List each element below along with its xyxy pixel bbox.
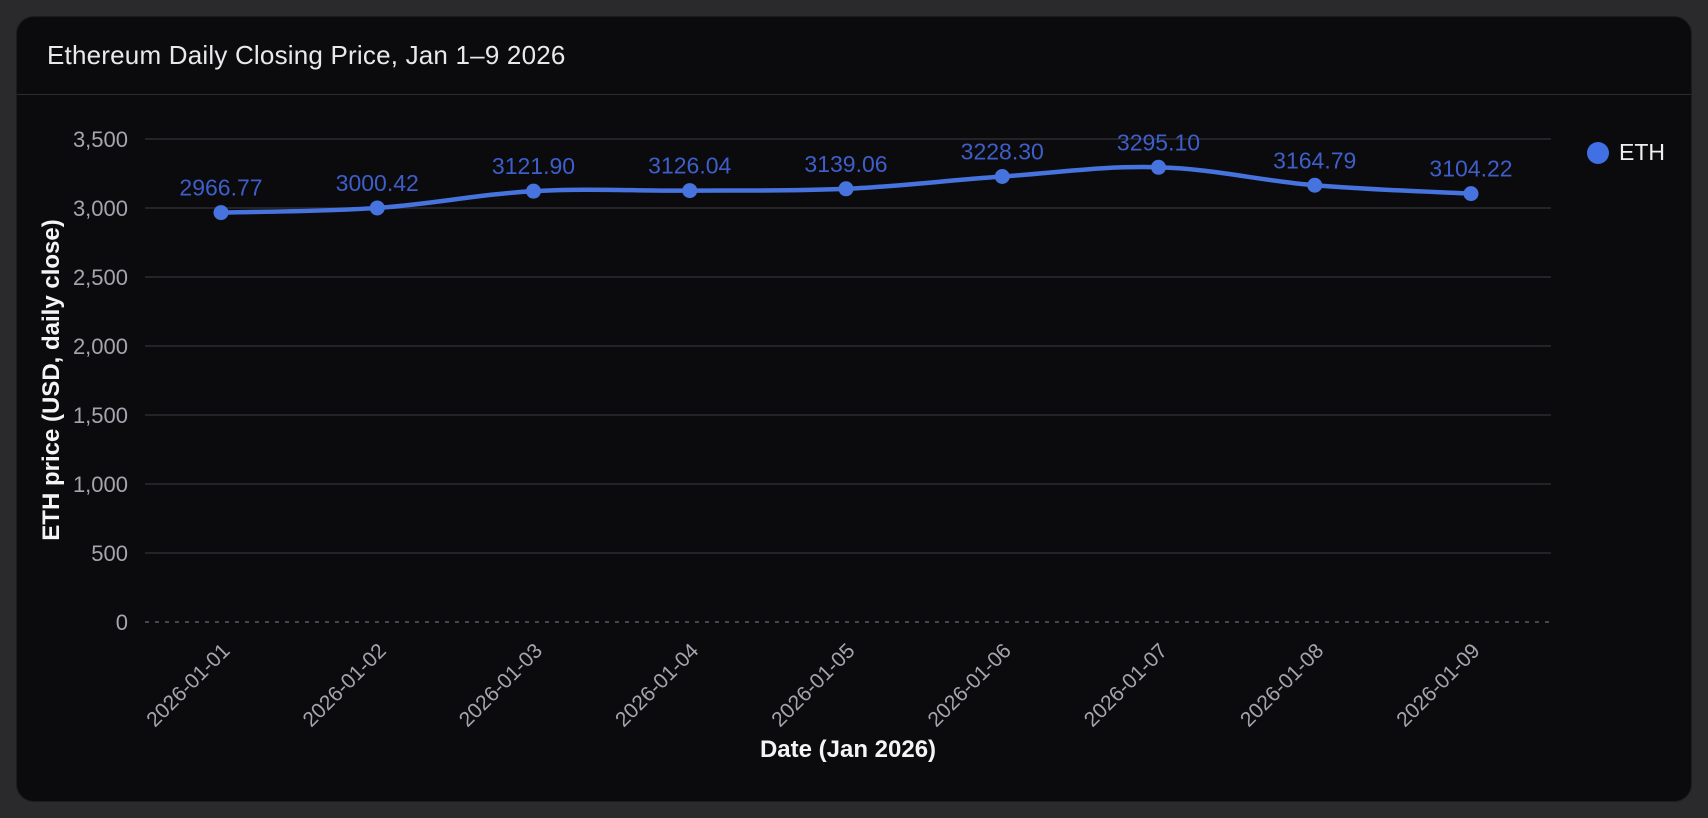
data-point[interactable] <box>838 181 854 197</box>
x-tick-label: 2026-01-02 <box>299 639 391 731</box>
x-tick-label: 2026-01-05 <box>767 639 859 731</box>
data-label: 3164.79 <box>1273 147 1356 173</box>
data-point[interactable] <box>526 183 541 199</box>
y-tick-label: 2,000 <box>73 334 128 359</box>
y-tick-label: 3,500 <box>73 127 128 152</box>
x-tick-label: 2026-01-04 <box>611 639 703 731</box>
x-tick-label: 2026-01-01 <box>142 639 234 731</box>
data-point[interactable] <box>1307 177 1323 193</box>
card-header: Ethereum Daily Closing Price, Jan 1–9 20… <box>17 17 1691 95</box>
data-label: 3228.30 <box>961 138 1044 164</box>
y-tick-label: 2,500 <box>73 265 128 290</box>
chart-card: Ethereum Daily Closing Price, Jan 1–9 20… <box>16 16 1692 802</box>
y-tick-label: 3,000 <box>73 196 128 221</box>
data-point[interactable] <box>1151 159 1166 175</box>
legend-eth-dot-icon <box>1587 141 1609 164</box>
data-label: 3121.90 <box>492 153 575 179</box>
y-axis-title: ETH price (USD, daily close) <box>38 219 65 541</box>
x-tick-label: 2026-01-08 <box>1236 639 1328 731</box>
data-label: 3139.06 <box>804 151 887 177</box>
data-point[interactable] <box>1463 186 1479 202</box>
legend-item-eth[interactable]: ETH <box>1587 139 1665 166</box>
x-tick-label: 2026-01-07 <box>1080 639 1172 731</box>
y-tick-label: 1,500 <box>73 403 128 428</box>
y-tick-label: 1,000 <box>73 472 128 497</box>
legend-eth-label: ETH <box>1619 139 1665 165</box>
data-label: 3126.04 <box>648 153 731 179</box>
data-label: 3000.42 <box>336 170 419 196</box>
data-point[interactable] <box>994 168 1010 184</box>
data-point[interactable] <box>369 200 385 216</box>
data-point[interactable] <box>682 183 698 199</box>
x-tick-label: 2026-01-03 <box>455 639 547 731</box>
data-label: 2966.77 <box>179 175 262 201</box>
data-label: 3295.10 <box>1117 129 1200 155</box>
data-label: 3104.22 <box>1429 156 1512 182</box>
chart-title: Ethereum Daily Closing Price, Jan 1–9 20… <box>47 40 566 70</box>
x-tick-label: 2026-01-06 <box>924 639 1016 731</box>
data-point[interactable] <box>213 205 229 221</box>
y-tick-label: 500 <box>91 541 128 566</box>
x-axis-title: Date (Jan 2026) <box>759 736 937 763</box>
y-tick-label: 0 <box>116 610 128 635</box>
x-tick-label: 2026-01-09 <box>1392 639 1484 731</box>
